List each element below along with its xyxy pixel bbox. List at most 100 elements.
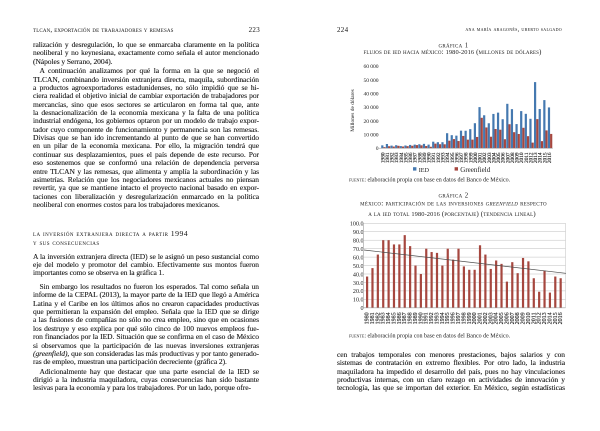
- svg-text:2009: 2009: [521, 312, 527, 324]
- svg-text:2001: 2001: [478, 312, 484, 324]
- svg-text:1983: 1983: [394, 152, 400, 163]
- svg-text:50.0: 50.0: [353, 264, 364, 270]
- svg-text:2004: 2004: [491, 152, 497, 163]
- svg-text:1998: 1998: [461, 312, 467, 324]
- svg-text:1996: 1996: [454, 152, 460, 163]
- svg-text:2013: 2013: [533, 152, 539, 163]
- svg-text:1992: 1992: [429, 312, 435, 324]
- svg-text:2014: 2014: [538, 152, 544, 163]
- svg-text:100.0: 100.0: [350, 222, 364, 228]
- svg-text:1999: 1999: [467, 312, 473, 324]
- svg-text:1983: 1983: [381, 312, 387, 324]
- svg-text:2007: 2007: [505, 152, 511, 163]
- svg-text:20 000: 20 000: [363, 119, 378, 125]
- svg-text:a la ied total 1980-2016 (porc: a la ied total 1980-2016 (porcentaje) (t…: [368, 210, 536, 218]
- svg-text:2010: 2010: [519, 152, 525, 163]
- svg-text:2013: 2013: [542, 312, 548, 324]
- svg-text:2011: 2011: [524, 152, 530, 163]
- svg-text:1998: 1998: [464, 152, 470, 163]
- svg-text:1987: 1987: [413, 152, 419, 163]
- svg-text:fuente: elaboración propia con: fuente: elaboración propia con base en d…: [349, 178, 511, 184]
- svg-text:2000: 2000: [473, 152, 479, 163]
- svg-text:30 000: 30 000: [363, 105, 378, 111]
- svg-text:1986: 1986: [408, 152, 414, 163]
- svg-text:2005: 2005: [499, 312, 505, 324]
- svg-text:2001: 2001: [478, 152, 484, 163]
- svg-text:2006: 2006: [504, 312, 510, 324]
- svg-text:10 000: 10 000: [363, 132, 378, 138]
- svg-text:0: 0: [376, 146, 379, 152]
- svg-text:1990: 1990: [418, 312, 424, 324]
- svg-text:2014: 2014: [547, 312, 553, 324]
- svg-text:1993: 1993: [435, 312, 441, 324]
- svg-text:2012: 2012: [537, 312, 543, 324]
- svg-text:fuente: elaboración propia con: fuente: elaboración propia con base en d…: [349, 334, 511, 340]
- svg-text:60 000: 60 000: [363, 64, 378, 70]
- svg-text:10.0: 10.0: [353, 298, 364, 304]
- svg-text:2007: 2007: [510, 312, 516, 324]
- svg-text:20.0: 20.0: [353, 289, 364, 295]
- svg-text:1987: 1987: [402, 312, 408, 324]
- svg-text:1982: 1982: [375, 312, 381, 324]
- svg-text:2016: 2016: [558, 312, 564, 324]
- svg-text:30.0: 30.0: [353, 281, 364, 287]
- svg-text:2009: 2009: [515, 152, 521, 163]
- svg-text:2008: 2008: [510, 152, 516, 163]
- svg-text:2002: 2002: [483, 312, 489, 324]
- svg-text:1992: 1992: [436, 152, 442, 163]
- svg-text:1984: 1984: [399, 152, 405, 163]
- svg-text:2006: 2006: [501, 152, 507, 163]
- svg-text:gráfica 1: gráfica 1: [439, 40, 469, 49]
- svg-text:1994: 1994: [445, 152, 451, 163]
- svg-text:2015: 2015: [542, 152, 548, 163]
- svg-text:1984: 1984: [386, 312, 392, 324]
- svg-text:2010: 2010: [526, 312, 532, 324]
- svg-text:2008: 2008: [515, 312, 521, 324]
- svg-text:2005: 2005: [496, 152, 502, 163]
- svg-text:1981: 1981: [385, 152, 391, 163]
- svg-text:1986: 1986: [397, 312, 403, 324]
- svg-text:1989: 1989: [422, 152, 428, 163]
- svg-text:1980: 1980: [380, 152, 386, 163]
- svg-text:2003: 2003: [488, 312, 494, 324]
- svg-text:1997: 1997: [456, 312, 462, 324]
- svg-text:60.0: 60.0: [353, 255, 364, 261]
- svg-text:2016: 2016: [547, 152, 553, 163]
- svg-text:IED: IED: [419, 167, 430, 174]
- svg-text:80.0: 80.0: [353, 239, 364, 245]
- svg-text:1990: 1990: [427, 152, 433, 163]
- svg-text:1988: 1988: [417, 152, 423, 163]
- svg-text:70.0: 70.0: [353, 247, 364, 253]
- svg-text:2003: 2003: [487, 152, 493, 163]
- svg-text:1981: 1981: [370, 312, 376, 324]
- svg-text:1985: 1985: [391, 312, 397, 324]
- svg-text:0: 0: [361, 306, 364, 312]
- svg-text:gráfica 2: gráfica 2: [439, 191, 469, 200]
- svg-text:2004: 2004: [494, 312, 500, 324]
- svg-text:1991: 1991: [424, 312, 430, 324]
- svg-text:50 000: 50 000: [363, 78, 378, 84]
- svg-text:1982: 1982: [390, 152, 396, 163]
- svg-text:1980: 1980: [365, 312, 371, 324]
- svg-text:2002: 2002: [482, 152, 488, 163]
- svg-text:1995: 1995: [445, 312, 451, 324]
- svg-text:1989: 1989: [413, 312, 419, 324]
- svg-text:1994: 1994: [440, 312, 446, 324]
- svg-text:90.0: 90.0: [353, 230, 364, 236]
- svg-text:1995: 1995: [450, 152, 456, 163]
- svg-text:1999: 1999: [468, 152, 474, 163]
- svg-text:1985: 1985: [403, 152, 409, 163]
- svg-text:Millones de dólares: Millones de dólares: [350, 89, 356, 132]
- svg-text:Greenfield: Greenfield: [460, 166, 490, 174]
- svg-text:2000: 2000: [472, 312, 478, 324]
- svg-text:1997: 1997: [459, 152, 465, 163]
- svg-text:méxico: participación de las i: méxico: participación de las inversiones…: [360, 200, 547, 208]
- svg-text:40.0: 40.0: [353, 272, 364, 278]
- svg-text:1996: 1996: [451, 312, 457, 324]
- svg-text:1988: 1988: [408, 312, 414, 324]
- svg-text:1993: 1993: [440, 152, 446, 163]
- svg-text:2011: 2011: [531, 312, 537, 324]
- svg-text:40 000: 40 000: [363, 91, 378, 97]
- svg-text:flujos de ied hacia méxico: 19: flujos de ied hacia méxico: 1980-2016 (m…: [363, 48, 542, 56]
- svg-text:2015: 2015: [553, 312, 559, 324]
